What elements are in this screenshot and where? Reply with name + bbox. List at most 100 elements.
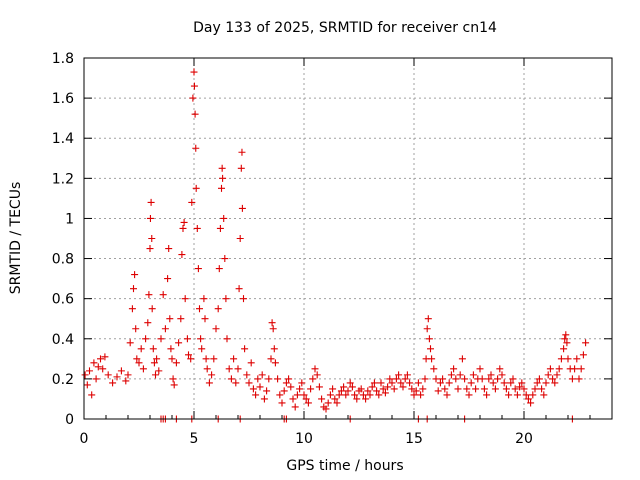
data-point bbox=[252, 391, 260, 399]
y-tick-label: 1.8 bbox=[52, 51, 74, 67]
data-point bbox=[137, 345, 145, 353]
data-point bbox=[94, 363, 102, 371]
data-point bbox=[203, 365, 211, 373]
data-point bbox=[577, 365, 585, 373]
data-point bbox=[196, 305, 203, 313]
data-point bbox=[291, 403, 299, 411]
data-point bbox=[280, 387, 288, 395]
data-point bbox=[191, 110, 199, 118]
data-point bbox=[538, 385, 546, 393]
data-point bbox=[179, 224, 187, 232]
data-point bbox=[146, 245, 154, 253]
data-point bbox=[210, 355, 218, 363]
y-tick-label: 0.8 bbox=[52, 252, 74, 268]
y-tick-label: 0 bbox=[65, 412, 74, 428]
data-point bbox=[165, 245, 173, 253]
data-point bbox=[192, 184, 200, 192]
x-tick-label: 20 bbox=[515, 431, 533, 447]
data-point bbox=[335, 391, 343, 399]
data-point bbox=[124, 371, 132, 379]
x-tick-label: 5 bbox=[190, 431, 199, 447]
data-point bbox=[216, 224, 224, 232]
data-point bbox=[240, 295, 247, 303]
data-point bbox=[146, 214, 154, 222]
data-point bbox=[507, 379, 515, 387]
data-point bbox=[333, 399, 341, 407]
data-point bbox=[524, 395, 532, 403]
data-point bbox=[205, 379, 213, 387]
data-point bbox=[561, 335, 569, 343]
data-point bbox=[337, 387, 345, 395]
data-point bbox=[168, 355, 176, 363]
data-point bbox=[425, 335, 433, 343]
data-point bbox=[395, 371, 403, 379]
data-point bbox=[311, 365, 319, 373]
data-point bbox=[401, 375, 409, 383]
data-point bbox=[434, 387, 442, 395]
data-point bbox=[370, 379, 378, 387]
data-point bbox=[461, 375, 469, 383]
y-tick-label: 1.2 bbox=[52, 171, 74, 187]
data-point bbox=[135, 359, 143, 367]
data-point bbox=[197, 335, 205, 343]
data-point bbox=[392, 375, 400, 383]
data-point bbox=[185, 351, 192, 359]
data-point bbox=[178, 251, 186, 259]
data-point bbox=[527, 399, 535, 407]
x-tick-label: 0 bbox=[80, 431, 89, 447]
data-point bbox=[237, 164, 245, 172]
data-point bbox=[200, 295, 208, 303]
data-point bbox=[99, 365, 107, 373]
data-point bbox=[463, 385, 471, 393]
data-point bbox=[159, 291, 167, 299]
data-point bbox=[555, 365, 563, 373]
data-point bbox=[220, 214, 228, 222]
data-point bbox=[476, 365, 484, 373]
data-point bbox=[172, 359, 180, 367]
data-point bbox=[268, 319, 276, 327]
data-point bbox=[153, 355, 161, 363]
data-point bbox=[304, 399, 312, 407]
data-point bbox=[245, 379, 253, 387]
data-point bbox=[529, 391, 537, 399]
data-point bbox=[278, 399, 286, 407]
data-point bbox=[190, 82, 198, 90]
data-point bbox=[148, 235, 156, 242]
data-point bbox=[117, 367, 125, 375]
data-point bbox=[447, 371, 455, 379]
data-point bbox=[161, 325, 169, 333]
data-point bbox=[329, 385, 337, 393]
data-point bbox=[157, 335, 165, 343]
data-point bbox=[212, 325, 220, 333]
data-point bbox=[579, 351, 587, 359]
data-point bbox=[452, 375, 460, 383]
data-point bbox=[222, 295, 230, 303]
data-point bbox=[386, 375, 394, 383]
data-point bbox=[221, 255, 229, 263]
data-point bbox=[522, 391, 530, 399]
data-point bbox=[276, 391, 284, 399]
data-point bbox=[232, 379, 240, 387]
data-point bbox=[315, 383, 323, 391]
data-point bbox=[187, 355, 195, 363]
data-point bbox=[202, 355, 210, 363]
data-point bbox=[408, 385, 416, 393]
data-point bbox=[322, 405, 330, 413]
data-point bbox=[142, 335, 150, 343]
data-point bbox=[414, 379, 422, 387]
data-point bbox=[483, 391, 491, 399]
data-point bbox=[83, 381, 91, 389]
data-point bbox=[375, 391, 383, 399]
data-point bbox=[265, 375, 273, 383]
data-point bbox=[368, 383, 376, 391]
data-point bbox=[472, 385, 480, 393]
data-point bbox=[582, 339, 590, 347]
data-point bbox=[564, 355, 572, 363]
data-point bbox=[432, 375, 440, 383]
data-point bbox=[441, 385, 449, 393]
data-point bbox=[122, 377, 130, 385]
data-point bbox=[571, 365, 579, 373]
data-point bbox=[410, 391, 418, 399]
data-point bbox=[540, 391, 548, 399]
